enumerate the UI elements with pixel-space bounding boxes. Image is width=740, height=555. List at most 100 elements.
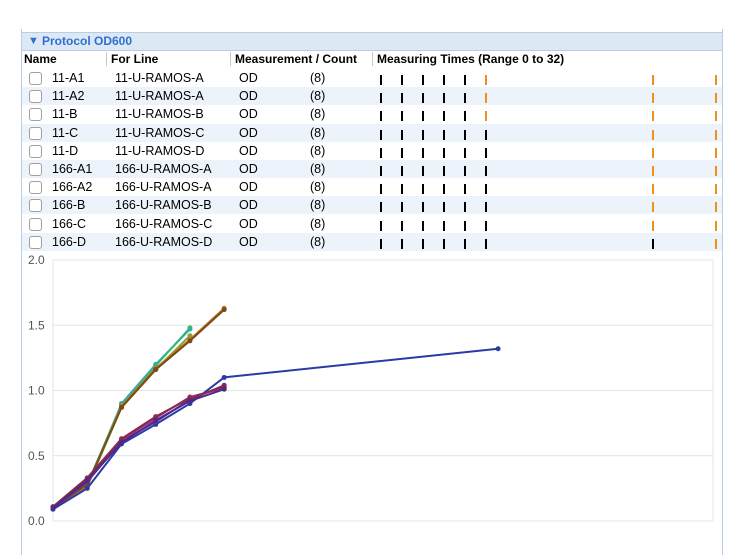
table-row[interactable]: 166-D 166-U-RAMOS-D OD (8) xyxy=(22,232,722,251)
measurement-time-tick xyxy=(652,184,654,195)
assay-name: 11-A1 xyxy=(52,71,85,85)
series-line xyxy=(52,385,225,508)
measurement-count: (8) xyxy=(310,162,326,176)
measurement-count: (8) xyxy=(310,143,326,158)
measurement-time-tick xyxy=(443,147,445,158)
measurement-time-tick xyxy=(401,238,403,249)
table-row[interactable]: 166-B 166-U-RAMOS-B OD (8) xyxy=(22,196,722,215)
data-point xyxy=(187,338,193,344)
measurement-type: OD xyxy=(239,162,258,176)
measurement-time-tick xyxy=(443,93,445,104)
measurement-time-tick xyxy=(485,129,487,140)
data-point xyxy=(153,418,159,424)
measuring-times-bar xyxy=(377,142,718,160)
measurement-time-tick xyxy=(401,147,403,158)
measurement-time-tick xyxy=(715,238,717,249)
table-row[interactable]: 166-C 166-U-RAMOS-C OD (8) xyxy=(22,215,722,233)
measurement-time-tick xyxy=(715,147,717,158)
assay-name: 11-C xyxy=(52,125,79,140)
row-checkbox[interactable] xyxy=(29,108,42,122)
table-row[interactable]: 166-A1 166-U-RAMOS-A OD (8) xyxy=(22,160,722,178)
measurement-time-tick xyxy=(485,202,487,213)
measurement-time-tick xyxy=(652,93,654,104)
data-point xyxy=(50,505,56,511)
measurement-count: (8) xyxy=(310,71,326,85)
measurement-time-tick xyxy=(715,75,717,85)
measurement-time-tick xyxy=(715,184,717,195)
measurement-type: OD xyxy=(239,125,258,140)
measurement-time-tick xyxy=(652,129,654,140)
measurement-time-tick xyxy=(464,147,466,158)
measurement-time-tick xyxy=(422,184,424,195)
measurement-time-tick xyxy=(652,111,654,122)
od-chart: 0.0 0.5 1.0 1.5 2.0 xyxy=(28,255,714,528)
y-tick-label: 1.5 xyxy=(28,318,45,332)
header-divider xyxy=(106,52,107,66)
measurement-count: (8) xyxy=(310,180,326,195)
data-point xyxy=(221,374,227,380)
row-checkbox[interactable] xyxy=(29,126,42,140)
measurement-time-tick xyxy=(715,111,717,122)
measurement-time-tick xyxy=(380,166,382,176)
table-row[interactable]: 11-D 11-U-RAMOS-D OD (8) xyxy=(22,142,722,160)
measurement-time-tick xyxy=(401,111,403,122)
measurement-type: OD xyxy=(239,143,258,158)
row-checkbox[interactable] xyxy=(29,181,42,195)
header-measurement-count[interactable]: Measurement / Count xyxy=(235,52,358,66)
row-checkbox[interactable] xyxy=(29,199,42,213)
table-row[interactable]: 11-A2 11-U-RAMOS-A OD (8) xyxy=(22,87,722,106)
measurement-type: OD xyxy=(239,180,258,195)
y-tick-label: 0.5 xyxy=(28,449,45,463)
triangle-down-icon[interactable]: ▼ xyxy=(28,35,39,47)
header-for-line[interactable]: For Line xyxy=(111,52,159,66)
measurement-time-tick xyxy=(715,220,717,231)
measuring-times-bar xyxy=(377,87,718,105)
data-point xyxy=(495,346,501,352)
measurement-time-tick xyxy=(652,166,654,176)
y-tick-label: 1.0 xyxy=(28,384,45,398)
measurement-time-tick xyxy=(380,238,382,249)
panel-header[interactable]: ▼ Protocol OD600 xyxy=(22,32,722,51)
row-checkbox[interactable] xyxy=(29,217,42,231)
table-row[interactable]: 11-C 11-U-RAMOS-C OD (8) xyxy=(22,123,722,142)
data-point xyxy=(221,386,227,392)
measurement-time-tick xyxy=(443,238,445,249)
measurement-time-tick xyxy=(443,75,445,85)
y-tick-label: 2.0 xyxy=(28,255,45,267)
measurement-time-tick xyxy=(715,93,717,104)
measurement-time-tick xyxy=(401,166,403,176)
measurement-count: (8) xyxy=(310,234,326,249)
measurement-time-tick xyxy=(715,202,717,213)
table-row[interactable]: 11-A1 11-U-RAMOS-A OD (8) xyxy=(22,69,722,87)
line-name: 166-U-RAMOS-D xyxy=(115,234,213,249)
row-checkbox[interactable] xyxy=(29,163,42,176)
measurement-time-tick xyxy=(485,147,487,158)
measurement-time-tick xyxy=(422,147,424,158)
measurement-time-tick xyxy=(464,184,466,195)
table-row[interactable]: 166-A2 166-U-RAMOS-A OD (8) xyxy=(22,178,722,196)
measurement-type: OD xyxy=(239,71,258,85)
line-name: 166-U-RAMOS-C xyxy=(115,216,213,231)
line-name: 11-U-RAMOS-A xyxy=(115,89,204,104)
measurement-time-tick xyxy=(422,166,424,176)
header-measuring-times[interactable]: Measuring Times (Range 0 to 32) xyxy=(377,52,565,66)
measurement-time-tick xyxy=(422,93,424,104)
measurement-time-tick xyxy=(485,184,487,195)
measurement-time-tick xyxy=(401,93,403,104)
panel-title: Protocol OD600 xyxy=(42,34,133,48)
header-name[interactable]: Name xyxy=(24,52,57,66)
row-checkbox[interactable] xyxy=(29,144,42,158)
row-checkbox[interactable] xyxy=(29,235,42,249)
measurement-count: (8) xyxy=(310,216,326,231)
measurement-time-tick xyxy=(380,220,382,231)
row-checkbox[interactable] xyxy=(29,72,42,85)
measurement-time-tick xyxy=(422,111,424,122)
row-checkbox[interactable] xyxy=(29,90,42,104)
measurement-time-tick xyxy=(443,202,445,213)
measurement-time-tick xyxy=(464,129,466,140)
measurement-time-tick xyxy=(464,111,466,122)
table-row[interactable]: 11-B 11-U-RAMOS-B OD (8) xyxy=(22,105,722,123)
measurement-time-tick xyxy=(485,93,487,104)
data-point xyxy=(84,485,90,491)
measuring-times-bar xyxy=(377,69,718,87)
